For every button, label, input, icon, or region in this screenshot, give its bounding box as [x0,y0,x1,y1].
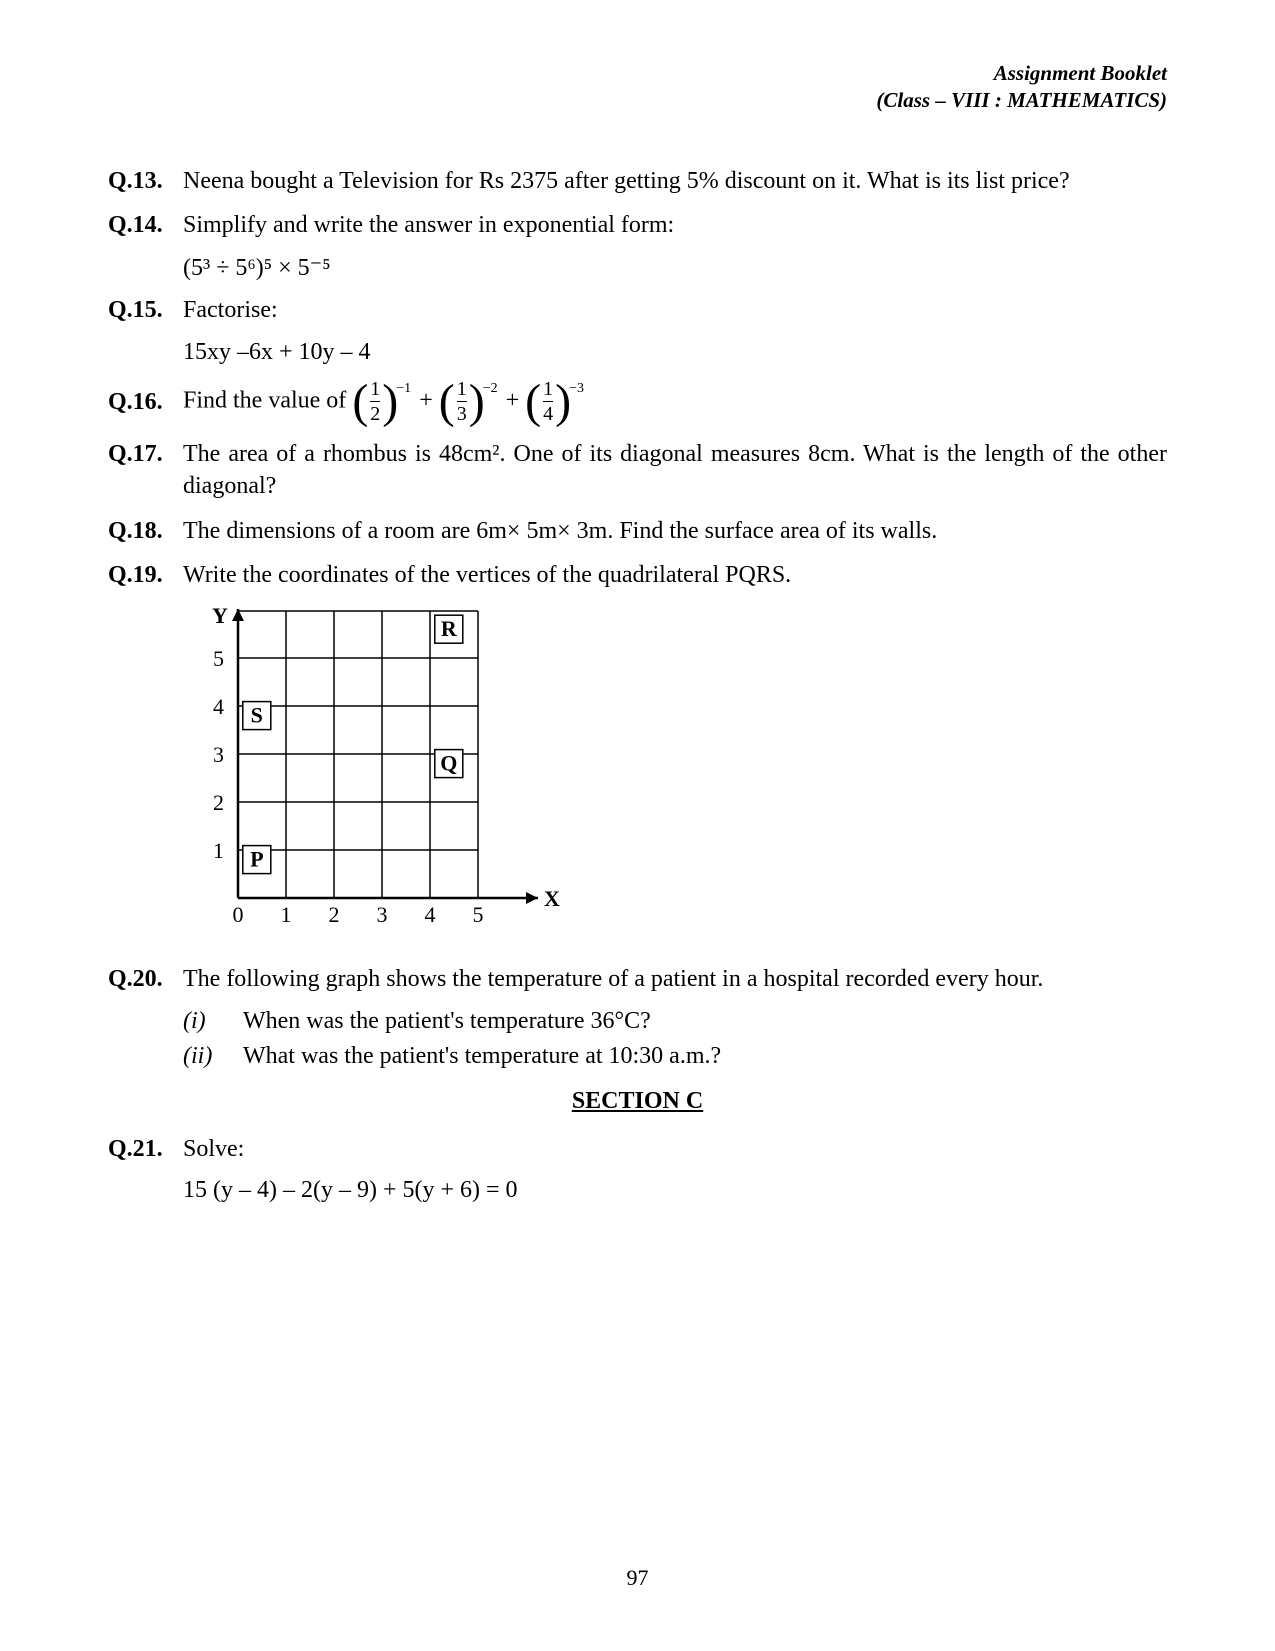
question-18: Q.18. The dimensions of a room are 6m× 5… [108,515,1167,547]
svg-text:4: 4 [213,694,224,719]
q18-text: The dimensions of a room are 6m× 5m× 3m.… [183,515,1167,547]
q17-text: The area of a rhombus is 48cm². One of i… [183,438,1167,503]
svg-text:5: 5 [473,902,484,927]
q20-text: The following graph shows the temperatur… [183,963,1167,995]
q20-part-ii: (ii) What was the patient's temperature … [183,1043,1167,1070]
q17-number: Q.17. [108,438,183,503]
question-17: Q.17. The area of a rhombus is 48cm². On… [108,438,1167,503]
q13-number: Q.13. [108,165,183,197]
question-14: Q.14. Simplify and write the answer in e… [108,209,1167,241]
graph-svg: 0 1 2 3 4 5 1 2 3 4 5 X Y P Q R S [183,603,563,933]
page-number: 97 [0,1565,1275,1591]
svg-text:S: S [251,703,263,728]
q15-text: Factorise: [183,294,1167,326]
svg-text:Q: Q [440,751,457,776]
svg-text:3: 3 [377,902,388,927]
page-header: Assignment Booklet (Class – VIII : MATHE… [108,60,1167,115]
q14-expression: (5³ ÷ 5⁶)⁵ × 5⁻⁵ [183,253,1167,282]
svg-text:1: 1 [213,838,224,863]
question-13: Q.13. Neena bought a Television for Rs 2… [108,165,1167,197]
q14-number: Q.14. [108,209,183,241]
q16-term2: ( 13 ) −2 [439,378,500,426]
q18-number: Q.18. [108,515,183,547]
q16-prefix: Find the value of [183,387,352,413]
svg-text:4: 4 [425,902,436,927]
svg-text:P: P [250,847,263,872]
q15-number: Q.15. [108,294,183,326]
svg-text:5: 5 [213,646,224,671]
svg-text:0: 0 [233,902,244,927]
question-15: Q.15. Factorise: [108,294,1167,326]
svg-text:Y: Y [212,603,228,628]
q15-expression: 15xy –6x + 10y – 4 [183,339,1167,366]
header-line1: Assignment Booklet [108,60,1167,87]
q21-text: Solve: [183,1133,1167,1165]
q16-text: Find the value of ( 12 ) −1 + ( 13 ) −2 … [183,378,1167,426]
svg-text:R: R [441,617,458,642]
section-c-heading: SECTION C [108,1088,1167,1115]
question-20: Q.20. The following graph shows the temp… [108,963,1167,995]
svg-text:X: X [544,886,560,911]
q19-number: Q.19. [108,559,183,591]
question-21: Q.21. Solve: [108,1133,1167,1165]
q16-term3: ( 14 ) −3 [525,378,586,426]
q21-number: Q.21. [108,1133,183,1165]
coordinate-graph: 0 1 2 3 4 5 1 2 3 4 5 X Y P Q R S [183,603,1167,933]
q20-ii-text: What was the patient's temperature at 10… [243,1043,721,1070]
svg-text:3: 3 [213,742,224,767]
question-19: Q.19. Write the coordinates of the verti… [108,559,1167,591]
q16-number: Q.16. [108,386,183,418]
svg-text:2: 2 [329,902,340,927]
q20-number: Q.20. [108,963,183,995]
q20-i-label: (i) [183,1008,243,1035]
q20-i-text: When was the patient's temperature 36°C? [243,1008,651,1035]
q20-part-i: (i) When was the patient's temperature 3… [183,1008,1167,1035]
q16-term1: ( 12 ) −1 [352,378,413,426]
header-line2: (Class – VIII : MATHEMATICS) [108,87,1167,114]
q20-ii-label: (ii) [183,1043,243,1070]
q21-expression: 15 (y – 4) – 2(y – 9) + 5(y + 6) = 0 [183,1177,1167,1204]
q19-text: Write the coordinates of the vertices of… [183,559,1167,591]
svg-text:1: 1 [281,902,292,927]
svg-text:2: 2 [213,790,224,815]
q14-text: Simplify and write the answer in exponen… [183,209,1167,241]
q13-text: Neena bought a Television for Rs 2375 af… [183,165,1167,197]
question-16: Q.16. Find the value of ( 12 ) −1 + ( 13… [108,378,1167,426]
